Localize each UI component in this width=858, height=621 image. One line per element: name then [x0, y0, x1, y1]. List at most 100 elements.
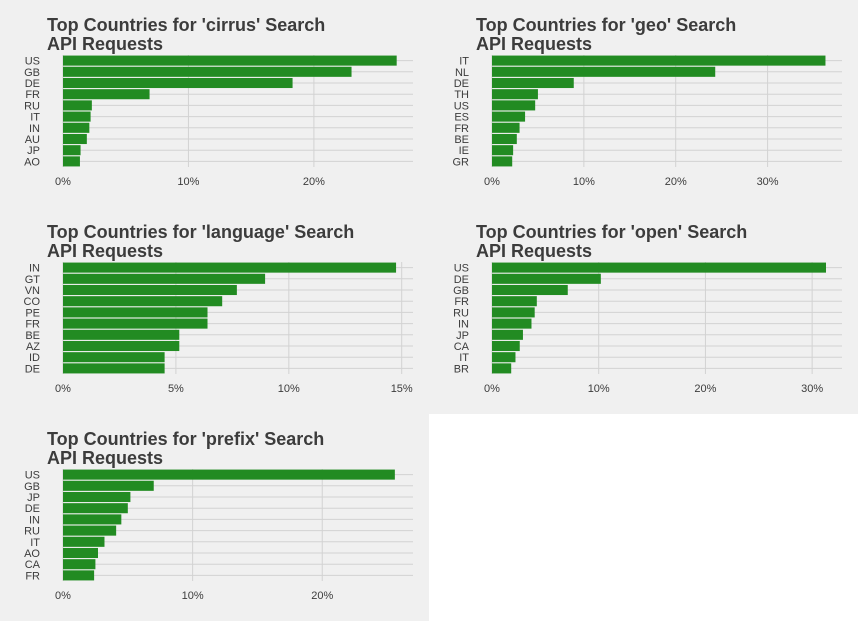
bar-co [63, 296, 223, 307]
bar-jp [63, 145, 81, 156]
category-label: BR [454, 363, 469, 375]
category-label: US [454, 100, 469, 112]
bar-jp [63, 491, 131, 503]
category-label: DE [454, 274, 469, 286]
category-label: IN [29, 514, 40, 526]
category-label: DE [25, 78, 40, 90]
bar-ao [63, 156, 80, 167]
category-label: US [454, 263, 469, 275]
bar-fr [492, 296, 537, 307]
chart-panel-geo: Top Countries for 'geo' Search API Reques… [429, 0, 858, 207]
bar-it [63, 536, 105, 547]
category-label: AO [24, 156, 40, 168]
x-tick-label: 0% [484, 383, 500, 395]
bar-ie [492, 145, 514, 156]
category-label: DE [25, 363, 40, 375]
chart-title-line: Top Countries for 'geo' Search [476, 15, 736, 35]
category-label: IN [458, 319, 469, 331]
chart-panel-open: Top Countries for 'open' Search API Reque… [429, 207, 858, 414]
x-tick-label: 20% [303, 176, 325, 188]
chart-panel-cirrus: Top Countries for 'cirrus' Search API Req… [0, 0, 429, 207]
bar-th [492, 89, 538, 100]
bar-gr [492, 156, 513, 167]
category-label: NL [455, 67, 469, 79]
bar-ru [63, 100, 92, 111]
chart-panel-language: Top Countries for 'language' Search API R… [0, 207, 429, 414]
bar-fr [63, 89, 150, 100]
category-label: AZ [26, 341, 40, 353]
bar-de [492, 273, 601, 284]
category-label: CO [24, 296, 41, 308]
bar-de [63, 503, 128, 514]
chart-title-line: Top Countries for 'language' Search [47, 222, 354, 242]
category-label: IN [29, 263, 40, 275]
category-label: GB [24, 67, 40, 79]
category-label: ID [29, 352, 40, 364]
bar-gb [63, 480, 154, 491]
bar-au [63, 133, 87, 145]
bar-ru [492, 307, 535, 318]
bar-nl [492, 66, 716, 77]
x-tick-label: 30% [757, 176, 779, 188]
category-label: AU [25, 134, 40, 146]
category-label: JP [27, 492, 40, 504]
bar-it [492, 55, 826, 66]
chart-title-line: Top Countries for 'cirrus' Search [47, 15, 325, 35]
x-tick-label: 30% [801, 383, 823, 395]
category-label: GB [453, 285, 469, 297]
bar-id [63, 352, 165, 363]
x-tick-label: 10% [588, 383, 610, 395]
x-tick-label: 20% [311, 590, 333, 602]
category-label: VN [25, 285, 40, 297]
bar-pe [63, 307, 208, 318]
bar-in [63, 262, 397, 273]
category-label: FR [25, 570, 40, 582]
category-label: JP [456, 330, 469, 342]
category-label: RU [453, 307, 469, 319]
x-tick-label: 20% [694, 383, 716, 395]
x-tick-label: 5% [168, 383, 184, 395]
x-tick-label: 0% [484, 176, 500, 188]
category-label: FR [454, 296, 469, 308]
category-label: DE [454, 78, 469, 90]
chart-panel-prefix: Top Countries for 'prefix' Search API Req… [0, 414, 429, 621]
bar-be [63, 329, 180, 340]
chart-title-line: API Requests [47, 34, 163, 54]
bar-de [492, 77, 574, 89]
category-label: FR [454, 123, 469, 135]
chart-title-line: API Requests [476, 34, 592, 54]
bar-be [492, 133, 517, 145]
category-label: AO [24, 548, 40, 560]
bar-us [63, 55, 397, 66]
x-tick-label: 10% [278, 383, 300, 395]
bar-it [492, 352, 516, 363]
bar-gb [492, 284, 568, 296]
bar-us [492, 262, 826, 273]
category-label: JP [27, 145, 40, 157]
bar-br [492, 363, 512, 374]
bar-ao [63, 547, 98, 559]
category-label: FR [25, 89, 40, 101]
chart-title-line: Top Countries for 'prefix' Search [47, 429, 324, 449]
bar-fr [492, 122, 520, 133]
bar-gt [63, 273, 266, 284]
bar-de [63, 363, 165, 374]
bar-us [63, 469, 395, 480]
category-label: GR [453, 156, 470, 168]
x-tick-label: 10% [177, 176, 199, 188]
x-tick-label: 20% [665, 176, 687, 188]
bar-gb [63, 66, 352, 77]
bar-ca [492, 340, 520, 352]
x-tick-label: 0% [55, 383, 71, 395]
bar-de [63, 77, 293, 89]
category-label: PE [25, 307, 40, 319]
category-label: GB [24, 481, 40, 493]
category-label: US [25, 56, 40, 68]
category-label: BE [25, 330, 40, 342]
category-label: GT [25, 274, 41, 286]
category-label: DE [25, 503, 40, 515]
